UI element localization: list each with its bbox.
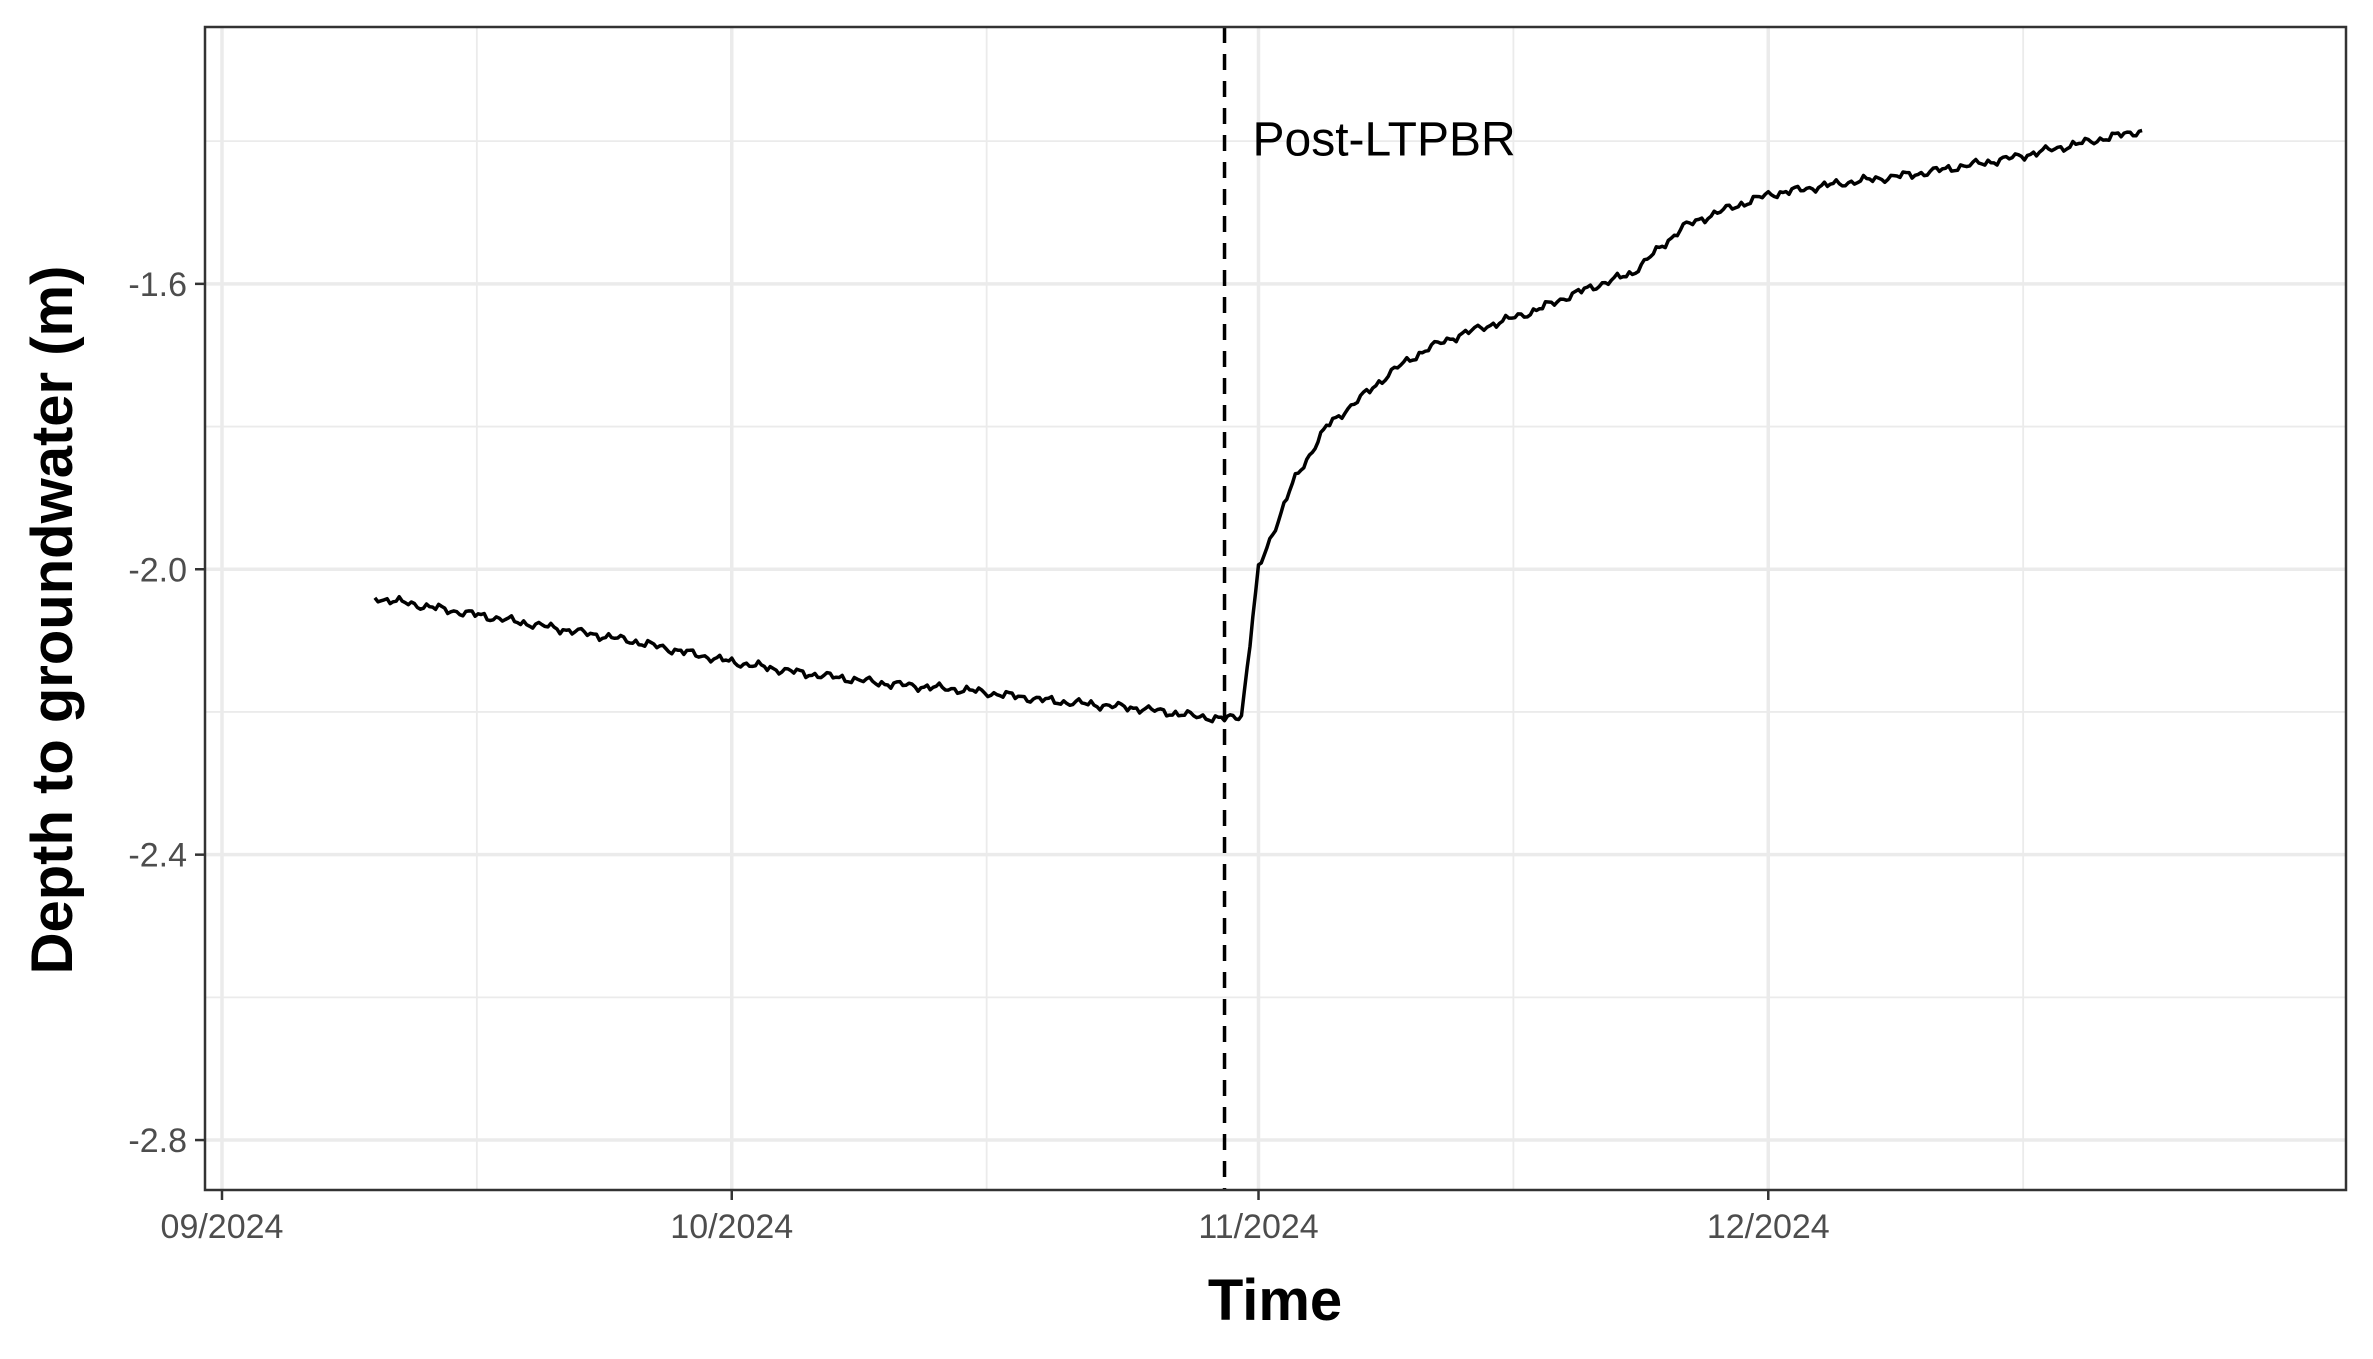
grid-minor — [205, 27, 2346, 1190]
x-axis: 09/2024 10/2024 11/2024 12/2024 — [161, 1190, 1830, 1246]
y-tick-label: -2.8 — [128, 1122, 187, 1160]
plot-background — [205, 27, 2346, 1190]
grid-major — [205, 27, 2346, 1190]
series-layer — [373, 128, 2143, 724]
y-axis-title: Depth to groundwater (m) — [20, 266, 85, 975]
x-tick-label: 12/2024 — [1707, 1208, 1830, 1246]
series-line-0 — [373, 128, 2143, 724]
annotation-label: Post-LTPBR — [1253, 113, 1516, 166]
y-tick-label: -2.4 — [128, 837, 187, 875]
y-tick-label: -2.0 — [128, 551, 187, 589]
annotation-layer: Post-LTPBR — [1222, 27, 1516, 1190]
x-tick-label: 10/2024 — [670, 1208, 793, 1246]
plot-border — [203, 25, 2348, 1192]
y-axis: -2.8 -2.4 -2.0 -1.6 — [128, 266, 205, 1160]
x-tick-label: 11/2024 — [1198, 1208, 1318, 1246]
x-axis-title: Time — [1208, 1268, 1342, 1333]
x-tick-label: 09/2024 — [161, 1208, 284, 1246]
y-tick-label: -1.6 — [128, 266, 187, 304]
